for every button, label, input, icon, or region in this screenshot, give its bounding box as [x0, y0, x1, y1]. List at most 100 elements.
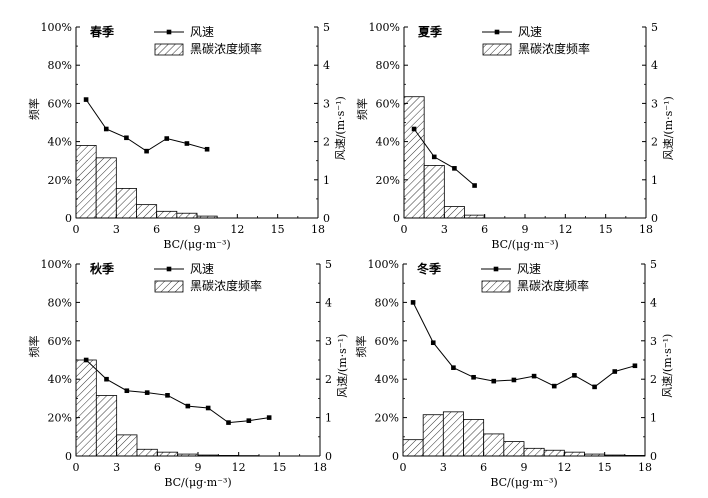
wind-speed-marker [531, 373, 537, 379]
bc-frequency-bar [443, 206, 465, 219]
wind-speed-marker [411, 126, 417, 132]
y-left-tick-label: 80% [48, 59, 72, 72]
y-right-tick-label: 3 [323, 97, 330, 110]
legend-bc-label: 黑碳浓度频率 [518, 41, 590, 56]
bc-frequency-bar [543, 449, 565, 457]
y-right-tick-label: 0 [651, 212, 658, 225]
bc-frequency-bar [403, 96, 425, 219]
y-right-tick-label: 5 [325, 258, 332, 271]
bc-frequency-bar [75, 359, 97, 457]
x-tick-label: 18 [639, 223, 653, 236]
y-left-axis-label: 频率 [27, 336, 41, 358]
y-left-tick-label: 40% [48, 136, 72, 149]
y-left-tick-label: 40% [376, 136, 400, 149]
y-right-tick-label: 1 [325, 412, 332, 425]
x-tick-label: 0 [73, 223, 80, 236]
y-left-tick-label: 100% [369, 21, 400, 34]
y-left-axis-label: 频率 [355, 98, 369, 120]
bc-frequency-bar [115, 187, 137, 219]
bc-frequency-bar [563, 451, 585, 457]
wind-speed-marker [144, 148, 149, 154]
y-right-tick-label: 4 [323, 59, 330, 72]
y-left-axis-label: 频率 [354, 336, 368, 358]
y-right-tick-label: 2 [323, 136, 330, 149]
wind-speed-marker [491, 378, 497, 384]
wind-speed-marker [164, 136, 170, 141]
season-title: 冬季 [417, 261, 442, 276]
bc-frequency-bar [503, 441, 525, 457]
legend-wind-label: 风速 [517, 262, 541, 276]
legend-bc-swatch [154, 43, 184, 56]
x-tick-label: 15 [271, 223, 285, 236]
y-left-tick-label: 0 [65, 450, 72, 463]
wind-speed-marker [632, 363, 638, 369]
y-right-tick-label: 3 [650, 335, 657, 348]
bc-frequency-bar [95, 157, 117, 219]
x-tick-label: 12 [557, 461, 571, 474]
x-tick-label: 6 [154, 461, 161, 474]
x-tick-label: 0 [401, 223, 408, 236]
x-tick-label: 0 [73, 461, 80, 474]
x-axis-label: BC/(μg·m⁻³) [163, 238, 230, 251]
y-right-tick-label: 4 [325, 296, 332, 309]
y-left-tick-label: 60% [48, 335, 72, 348]
wind-speed-line [413, 128, 475, 186]
y-left-tick-label: 100% [368, 258, 399, 271]
chart-panel-3: 0 3 6 9 12 15 18020%40%60%80%100%012345BC/(μg·… [27, 258, 349, 489]
wind-speed-marker [246, 418, 252, 423]
y-right-tick-label: 1 [650, 412, 657, 425]
wind-speed-marker [451, 365, 456, 370]
wind-speed-marker [124, 135, 129, 141]
y-right-axis-label: 风速/(m·s⁻¹) [661, 334, 674, 398]
y-left-tick-label: 20% [48, 412, 72, 425]
y-right-tick-label: 5 [651, 21, 658, 34]
y-right-tick-label: 1 [651, 174, 658, 187]
wind-speed-marker [204, 146, 210, 152]
wind-speed-marker [551, 383, 557, 389]
bc-frequency-bar [136, 448, 158, 457]
wind-speed-marker [472, 183, 477, 188]
wind-speed-marker [452, 166, 457, 171]
x-tick-label: 9 [195, 461, 202, 474]
x-tick-label: 3 [113, 223, 120, 236]
y-left-tick-label: 80% [376, 59, 400, 72]
wind-speed-marker [184, 141, 190, 146]
y-left-tick-label: 60% [376, 97, 400, 110]
bc-frequency-bar [423, 165, 445, 219]
wind-speed-marker [104, 376, 109, 382]
y-right-tick-label: 1 [323, 174, 330, 187]
wind-speed-marker [266, 415, 272, 420]
wind-speed-marker [185, 403, 191, 409]
y-right-tick-label: 2 [651, 136, 658, 149]
bc-frequency-bar [156, 210, 178, 219]
x-tick-label: 15 [598, 461, 612, 474]
y-left-tick-label: 100% [41, 258, 72, 271]
bc-frequency-bar [75, 145, 97, 219]
y-left-tick-label: 40% [48, 373, 72, 386]
y-left-tick-label: 60% [375, 335, 399, 348]
bc-frequency-bar [116, 434, 138, 457]
x-tick-label: 18 [311, 223, 325, 236]
x-tick-label: 3 [441, 223, 448, 236]
legend-bc-label: 黑碳浓度频率 [190, 41, 262, 56]
legend-bc-swatch [481, 280, 511, 293]
x-tick-label: 6 [153, 223, 160, 236]
chart-panel-1: 0 3 6 9 12 15 18020%40%60%80%100%012345BC/(μg·… [27, 21, 347, 251]
bc-frequency-bar [523, 447, 545, 457]
wind-speed-marker [83, 97, 89, 102]
y-right-tick-label: 2 [650, 373, 657, 386]
y-right-tick-label: 0 [650, 450, 657, 463]
wind-speed-marker [431, 154, 437, 160]
wind-speed-marker [430, 340, 436, 346]
x-tick-label: 18 [313, 461, 327, 474]
legend-wind-marker [493, 266, 499, 272]
wind-speed-marker [103, 126, 109, 132]
wind-speed-marker [165, 393, 170, 398]
bc-frequency-bar [156, 451, 179, 457]
y-left-tick-label: 40% [375, 373, 399, 386]
legend-bc-label: 黑碳浓度频率 [517, 278, 589, 293]
y-left-tick-label: 20% [375, 412, 399, 425]
y-right-tick-label: 5 [650, 258, 657, 271]
wind-speed-marker [572, 373, 577, 378]
y-right-axis-label: 风速/(m·s⁻¹) [334, 96, 347, 160]
